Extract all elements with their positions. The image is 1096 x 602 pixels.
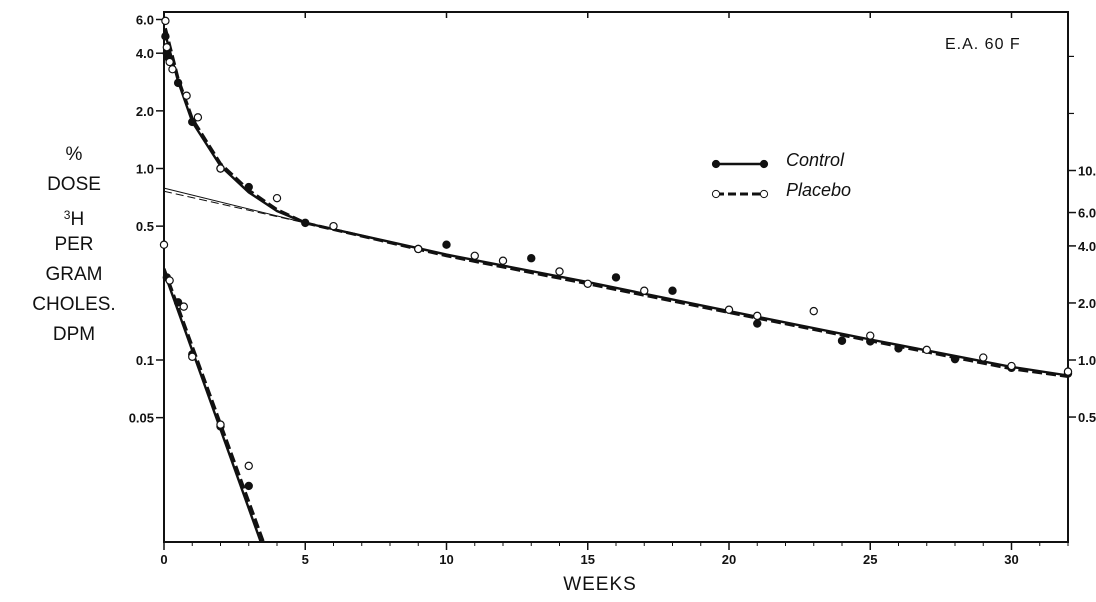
placebo-data-point <box>922 345 931 355</box>
x-axis-label: WEEKS <box>563 574 637 595</box>
placebo-data-point <box>161 16 170 26</box>
x-tick-label: 10 <box>439 552 453 567</box>
placebo-data-point <box>1063 367 1073 376</box>
placebo-data-point <box>165 276 174 285</box>
placebo-data-point <box>583 279 592 288</box>
control-data-point <box>442 240 451 249</box>
placebo-data-point <box>753 311 762 321</box>
left-y-tick-label: 0.05 <box>129 411 154 426</box>
subject-label: E.A. 60 F <box>945 36 1021 53</box>
left-y-tick-label: 4.0 <box>136 46 154 61</box>
right-y-tick-label: 4.0 <box>1078 239 1096 254</box>
right-y-tick-label: 6.0 <box>1078 206 1096 221</box>
y-label-superscript: 3 <box>63 208 71 222</box>
right-y-tick-label: 2.0 <box>1078 296 1096 311</box>
placebo-data-point <box>168 65 177 74</box>
y-label-line-1: % <box>65 144 83 165</box>
control-data-point <box>161 32 170 41</box>
control-data-point <box>527 254 536 263</box>
placebo-data-point <box>179 302 188 311</box>
legend-marker-placebo <box>711 189 721 199</box>
control-lower-line <box>164 271 263 542</box>
right-y-tick-label: 1.0 <box>1078 353 1096 368</box>
placebo-data-point <box>159 240 169 249</box>
placebo-upper-curve <box>163 27 1069 378</box>
left-y-tick-label: 2.0 <box>136 104 154 119</box>
x-tick-label: 15 <box>581 552 595 567</box>
placebo-data-point <box>216 420 225 429</box>
y-label-line-4: PER <box>54 234 94 255</box>
placebo-data-point <box>866 331 875 340</box>
control-data-point <box>837 336 847 345</box>
control-extrapolation-line <box>163 187 306 224</box>
legend-label-placebo: Placebo <box>786 180 852 200</box>
control-data-point <box>668 286 677 295</box>
placebo-data-point <box>165 57 174 67</box>
legend-marker-control <box>711 159 721 169</box>
control-data-point <box>188 117 197 127</box>
placebo-data-point <box>193 113 203 122</box>
placebo-data-point <box>162 42 172 52</box>
placebo-data-point <box>329 221 338 231</box>
y-axis-label: % DOSE 3H PER GRAM CHOLES. DPM <box>10 140 138 350</box>
placebo-data-point <box>724 305 734 314</box>
control-data-point <box>244 481 253 491</box>
control-upper-curve <box>164 34 1069 377</box>
placebo-extrapolation-line <box>163 190 306 224</box>
legend-marker-placebo <box>759 189 769 199</box>
placebo-data-point <box>470 251 479 261</box>
placebo-data-point <box>216 164 225 173</box>
right-y-tick-label: 0.5 <box>1078 410 1096 425</box>
x-tick-label: 25 <box>863 552 877 567</box>
placebo-data-point <box>182 91 191 100</box>
control-data-point <box>301 218 310 228</box>
left-y-tick-label: 0.5 <box>136 219 154 234</box>
placebo-data-point <box>498 256 508 265</box>
control-data-point <box>950 354 960 364</box>
placebo-data-point <box>272 193 282 203</box>
left-y-tick-label: 0.1 <box>136 353 154 368</box>
x-tick-label: 0 <box>160 552 167 567</box>
y-label-line-6: CHOLES. <box>32 294 116 315</box>
y-label-line-5: GRAM <box>45 264 103 285</box>
placebo-lower-line <box>164 268 266 542</box>
placebo-data-point <box>555 267 564 276</box>
x-tick-label: 5 <box>302 552 309 567</box>
right-y-tick-label: 10.0 <box>1078 164 1096 179</box>
control-data-point <box>173 78 183 88</box>
control-data-point <box>173 298 183 307</box>
control-data-point <box>244 182 253 192</box>
placebo-data-point <box>1007 361 1016 371</box>
placebo-data-point <box>244 461 253 471</box>
control-data-point <box>611 273 621 282</box>
placebo-data-point <box>188 352 197 361</box>
y-label-line-2: DOSE <box>47 174 101 195</box>
x-tick-label: 30 <box>1004 552 1018 567</box>
control-data-point <box>753 319 762 328</box>
legend-marker-control <box>759 159 769 169</box>
y-label-line-3: 3H <box>10 200 138 230</box>
left-y-tick-label: 1.0 <box>136 162 154 177</box>
placebo-data-point <box>414 244 423 254</box>
x-tick-label: 20 <box>722 552 736 567</box>
legend-label-control: Control <box>786 150 845 170</box>
left-y-tick-label: 6.0 <box>136 12 154 27</box>
placebo-data-point <box>809 306 818 316</box>
placebo-data-point <box>979 353 988 362</box>
control-data-point <box>894 344 903 353</box>
y-label-line-7: DPM <box>52 324 96 345</box>
y-label-isotope: H <box>70 209 85 230</box>
placebo-data-point <box>640 286 649 295</box>
